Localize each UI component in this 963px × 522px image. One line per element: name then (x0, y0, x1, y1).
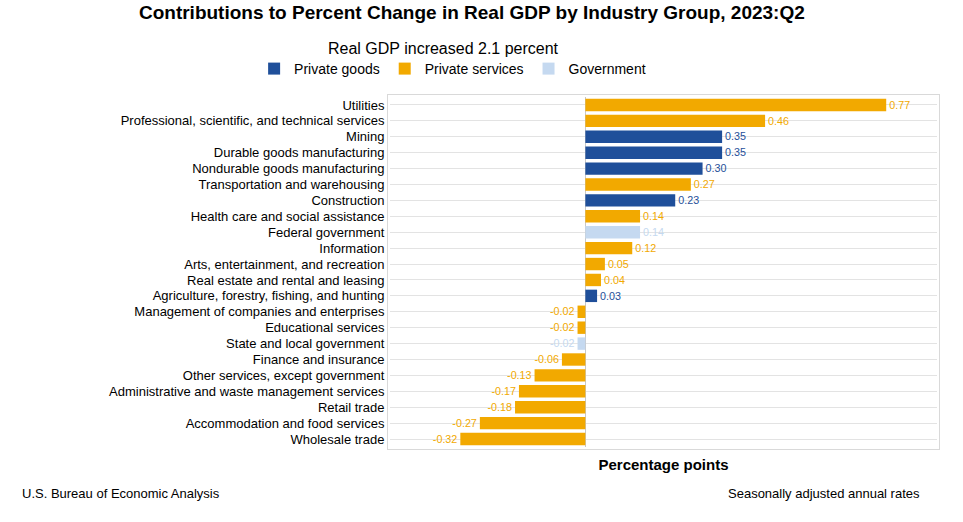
svg-text:-0.32: -0.32 (433, 433, 458, 445)
svg-text:Nondurable goods manufacturing: Nondurable goods manufacturing (192, 161, 384, 176)
svg-text:0.12: 0.12 (635, 242, 656, 254)
svg-text:Accommodation and food service: Accommodation and food services (186, 416, 385, 431)
svg-text:Government: Government (569, 61, 646, 77)
svg-text:0.05: 0.05 (608, 258, 629, 270)
svg-text:Agriculture, forestry, fishing: Agriculture, forestry, fishing, and hunt… (153, 288, 385, 303)
svg-text:Construction: Construction (311, 193, 384, 208)
svg-text:-0.02: -0.02 (550, 305, 575, 317)
svg-text:0.77: 0.77 (889, 99, 910, 111)
svg-text:0.46: 0.46 (768, 115, 789, 127)
svg-text:0.35: 0.35 (725, 146, 746, 158)
svg-text:Durable goods manufacturing: Durable goods manufacturing (214, 145, 385, 160)
svg-text:-0.18: -0.18 (488, 401, 513, 413)
svg-text:-0.02: -0.02 (550, 337, 575, 349)
svg-text:0.04: 0.04 (604, 274, 625, 286)
svg-text:Wholesale trade: Wholesale trade (290, 432, 384, 447)
svg-text:-0.13: -0.13 (507, 369, 532, 381)
svg-text:0.30: 0.30 (706, 162, 727, 174)
svg-text:0.27: 0.27 (694, 178, 715, 190)
svg-text:Seasonally adjusted annual rat: Seasonally adjusted annual rates (728, 486, 920, 501)
svg-text:Private goods: Private goods (294, 61, 380, 77)
svg-text:Finance and insurance: Finance and insurance (253, 352, 385, 367)
svg-text:Educational services: Educational services (265, 320, 385, 335)
svg-text:-0.02: -0.02 (550, 321, 575, 333)
svg-text:Real estate and rental and lea: Real estate and rental and leasing (187, 273, 384, 288)
svg-text:Other services, except governm: Other services, except government (183, 368, 385, 383)
svg-text:0.14: 0.14 (643, 226, 664, 238)
svg-text:-0.17: -0.17 (491, 385, 516, 397)
svg-text:Private services: Private services (425, 61, 524, 77)
svg-text:Federal government: Federal government (268, 225, 385, 240)
svg-text:Administrative and waste manag: Administrative and waste management serv… (109, 384, 385, 399)
svg-text:Professional, scientific, and: Professional, scientific, and technical … (121, 113, 385, 128)
svg-text:Arts, entertainment, and recre: Arts, entertainment, and recreation (184, 257, 384, 272)
svg-text:0.23: 0.23 (678, 194, 699, 206)
svg-text:Mining: Mining (346, 129, 384, 144)
svg-text:Management of companies and en: Management of companies and enterprises (134, 304, 385, 319)
svg-text:Transportation and warehousing: Transportation and warehousing (198, 177, 384, 192)
svg-text:-0.06: -0.06 (534, 353, 558, 365)
svg-text:Percentage points: Percentage points (598, 456, 728, 473)
svg-text:-0.27: -0.27 (452, 417, 477, 429)
svg-text:0.03: 0.03 (600, 290, 621, 302)
svg-text:Health care and social assista: Health care and social assistance (191, 209, 385, 224)
svg-text:U.S. Bureau of Economic Analys: U.S. Bureau of Economic Analysis (22, 486, 220, 501)
svg-text:Utilities: Utilities (342, 98, 384, 113)
svg-text:0.14: 0.14 (643, 210, 664, 222)
svg-text:0.35: 0.35 (725, 130, 746, 142)
svg-text:Retail trade: Retail trade (318, 400, 384, 415)
svg-text:Information: Information (319, 241, 384, 256)
svg-text:Real GDP increased 2.1 percent: Real GDP increased 2.1 percent (328, 40, 559, 57)
svg-text:State and local government: State and local government (226, 336, 385, 351)
svg-text:Contributions to Percent Chang: Contributions to Percent Change in Real … (139, 2, 805, 23)
